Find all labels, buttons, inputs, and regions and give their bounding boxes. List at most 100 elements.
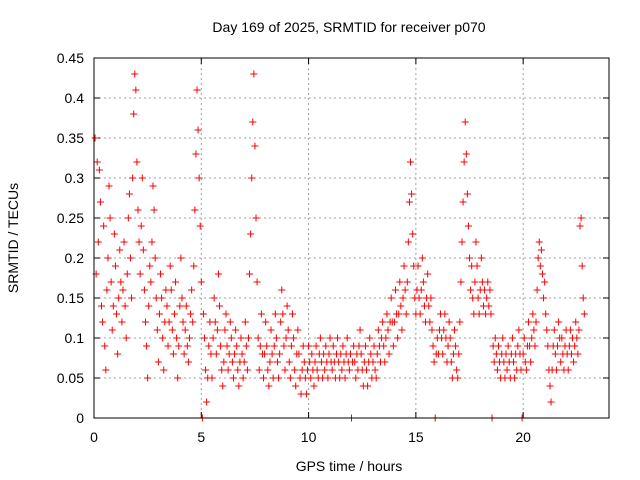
data-point: [313, 366, 321, 374]
data-point: [487, 310, 495, 318]
data-point: [245, 334, 252, 342]
data-point: [191, 206, 199, 214]
x-tick-label: 15: [408, 429, 424, 445]
data-point: [520, 334, 528, 342]
data-point: [266, 358, 274, 366]
data-point: [129, 174, 137, 182]
data-point: [229, 374, 237, 382]
data-point: [113, 310, 121, 318]
y-tick-label: 0.4: [65, 90, 85, 106]
data-point: [290, 334, 298, 342]
data-point: [400, 262, 408, 270]
data-point: [122, 334, 130, 342]
data-point: [172, 278, 180, 286]
data-point: [115, 294, 123, 302]
data-point: [279, 310, 287, 318]
data-point: [324, 374, 332, 382]
data-point: [145, 302, 153, 310]
data-point: [221, 326, 229, 334]
data-point: [128, 294, 136, 302]
data-point: [118, 318, 126, 326]
data-point: [527, 358, 535, 366]
data-point: [389, 342, 397, 350]
data-point: [105, 182, 113, 190]
data-point: [528, 334, 536, 342]
data-point: [576, 222, 584, 230]
data-point: [453, 366, 461, 374]
data-point: [405, 198, 413, 206]
data-point: [525, 318, 533, 326]
data-point: [280, 342, 288, 350]
data-point: [555, 318, 563, 326]
data-point: [242, 342, 250, 350]
data-point: [220, 358, 228, 366]
data-point: [572, 318, 580, 326]
data-point: [174, 374, 182, 382]
data-point: [474, 294, 482, 302]
data-point: [201, 334, 209, 342]
data-point: [197, 278, 205, 286]
data-point: [419, 278, 427, 286]
data-point: [273, 358, 281, 366]
data-point: [390, 318, 398, 326]
data-point: [98, 302, 106, 310]
x-tick-label: 10: [301, 429, 317, 445]
data-point: [460, 158, 468, 166]
data-point: [262, 318, 270, 326]
data-point: [194, 126, 202, 134]
data-point: [116, 246, 124, 254]
data-point: [532, 318, 540, 326]
data-point: [371, 366, 379, 374]
data-point: [407, 158, 415, 166]
data-point: [181, 326, 189, 334]
axis-ticks: [93, 57, 609, 419]
data-point: [546, 382, 554, 390]
data-point: [570, 358, 578, 366]
data-point: [117, 278, 125, 286]
data-point: [567, 350, 575, 358]
data-point: [276, 350, 284, 358]
data-point: [352, 374, 360, 382]
data-point: [566, 326, 574, 334]
data-point: [533, 286, 541, 294]
data-point: [534, 254, 542, 262]
data-point: [164, 342, 172, 350]
data-point: [416, 310, 424, 318]
data-point: [146, 262, 154, 270]
data-point: [238, 350, 246, 358]
data-point: [554, 342, 561, 350]
data-point: [103, 286, 111, 294]
data-point: [514, 342, 522, 350]
data-point: [109, 302, 117, 310]
data-point: [136, 270, 144, 278]
data-point: [558, 334, 566, 342]
data-point: [291, 366, 299, 374]
data-point: [99, 318, 107, 326]
data-point: [189, 318, 197, 326]
data-point: [292, 382, 300, 390]
data-point: [486, 286, 494, 294]
data-point: [535, 238, 543, 246]
data-point: [444, 342, 452, 350]
data-point: [223, 342, 231, 350]
y-tick-label: 0.1: [65, 330, 85, 346]
data-point: [209, 334, 217, 342]
data-point: [381, 358, 389, 366]
data-point: [203, 398, 211, 406]
data-point: [130, 110, 138, 118]
data-point: [253, 278, 261, 286]
data-point: [147, 278, 155, 286]
x-tick-label: 5: [197, 429, 205, 445]
data-point: [196, 222, 204, 230]
data-point: [310, 382, 318, 390]
data-point: [334, 334, 342, 342]
data-point: [463, 190, 471, 198]
data-point: [180, 350, 188, 358]
data-point: [216, 302, 224, 310]
data-point: [345, 366, 353, 374]
data-point: [339, 342, 347, 350]
data-point: [178, 294, 186, 302]
data-point: [398, 326, 406, 334]
data-point: [151, 254, 159, 262]
data-point: [369, 358, 377, 366]
